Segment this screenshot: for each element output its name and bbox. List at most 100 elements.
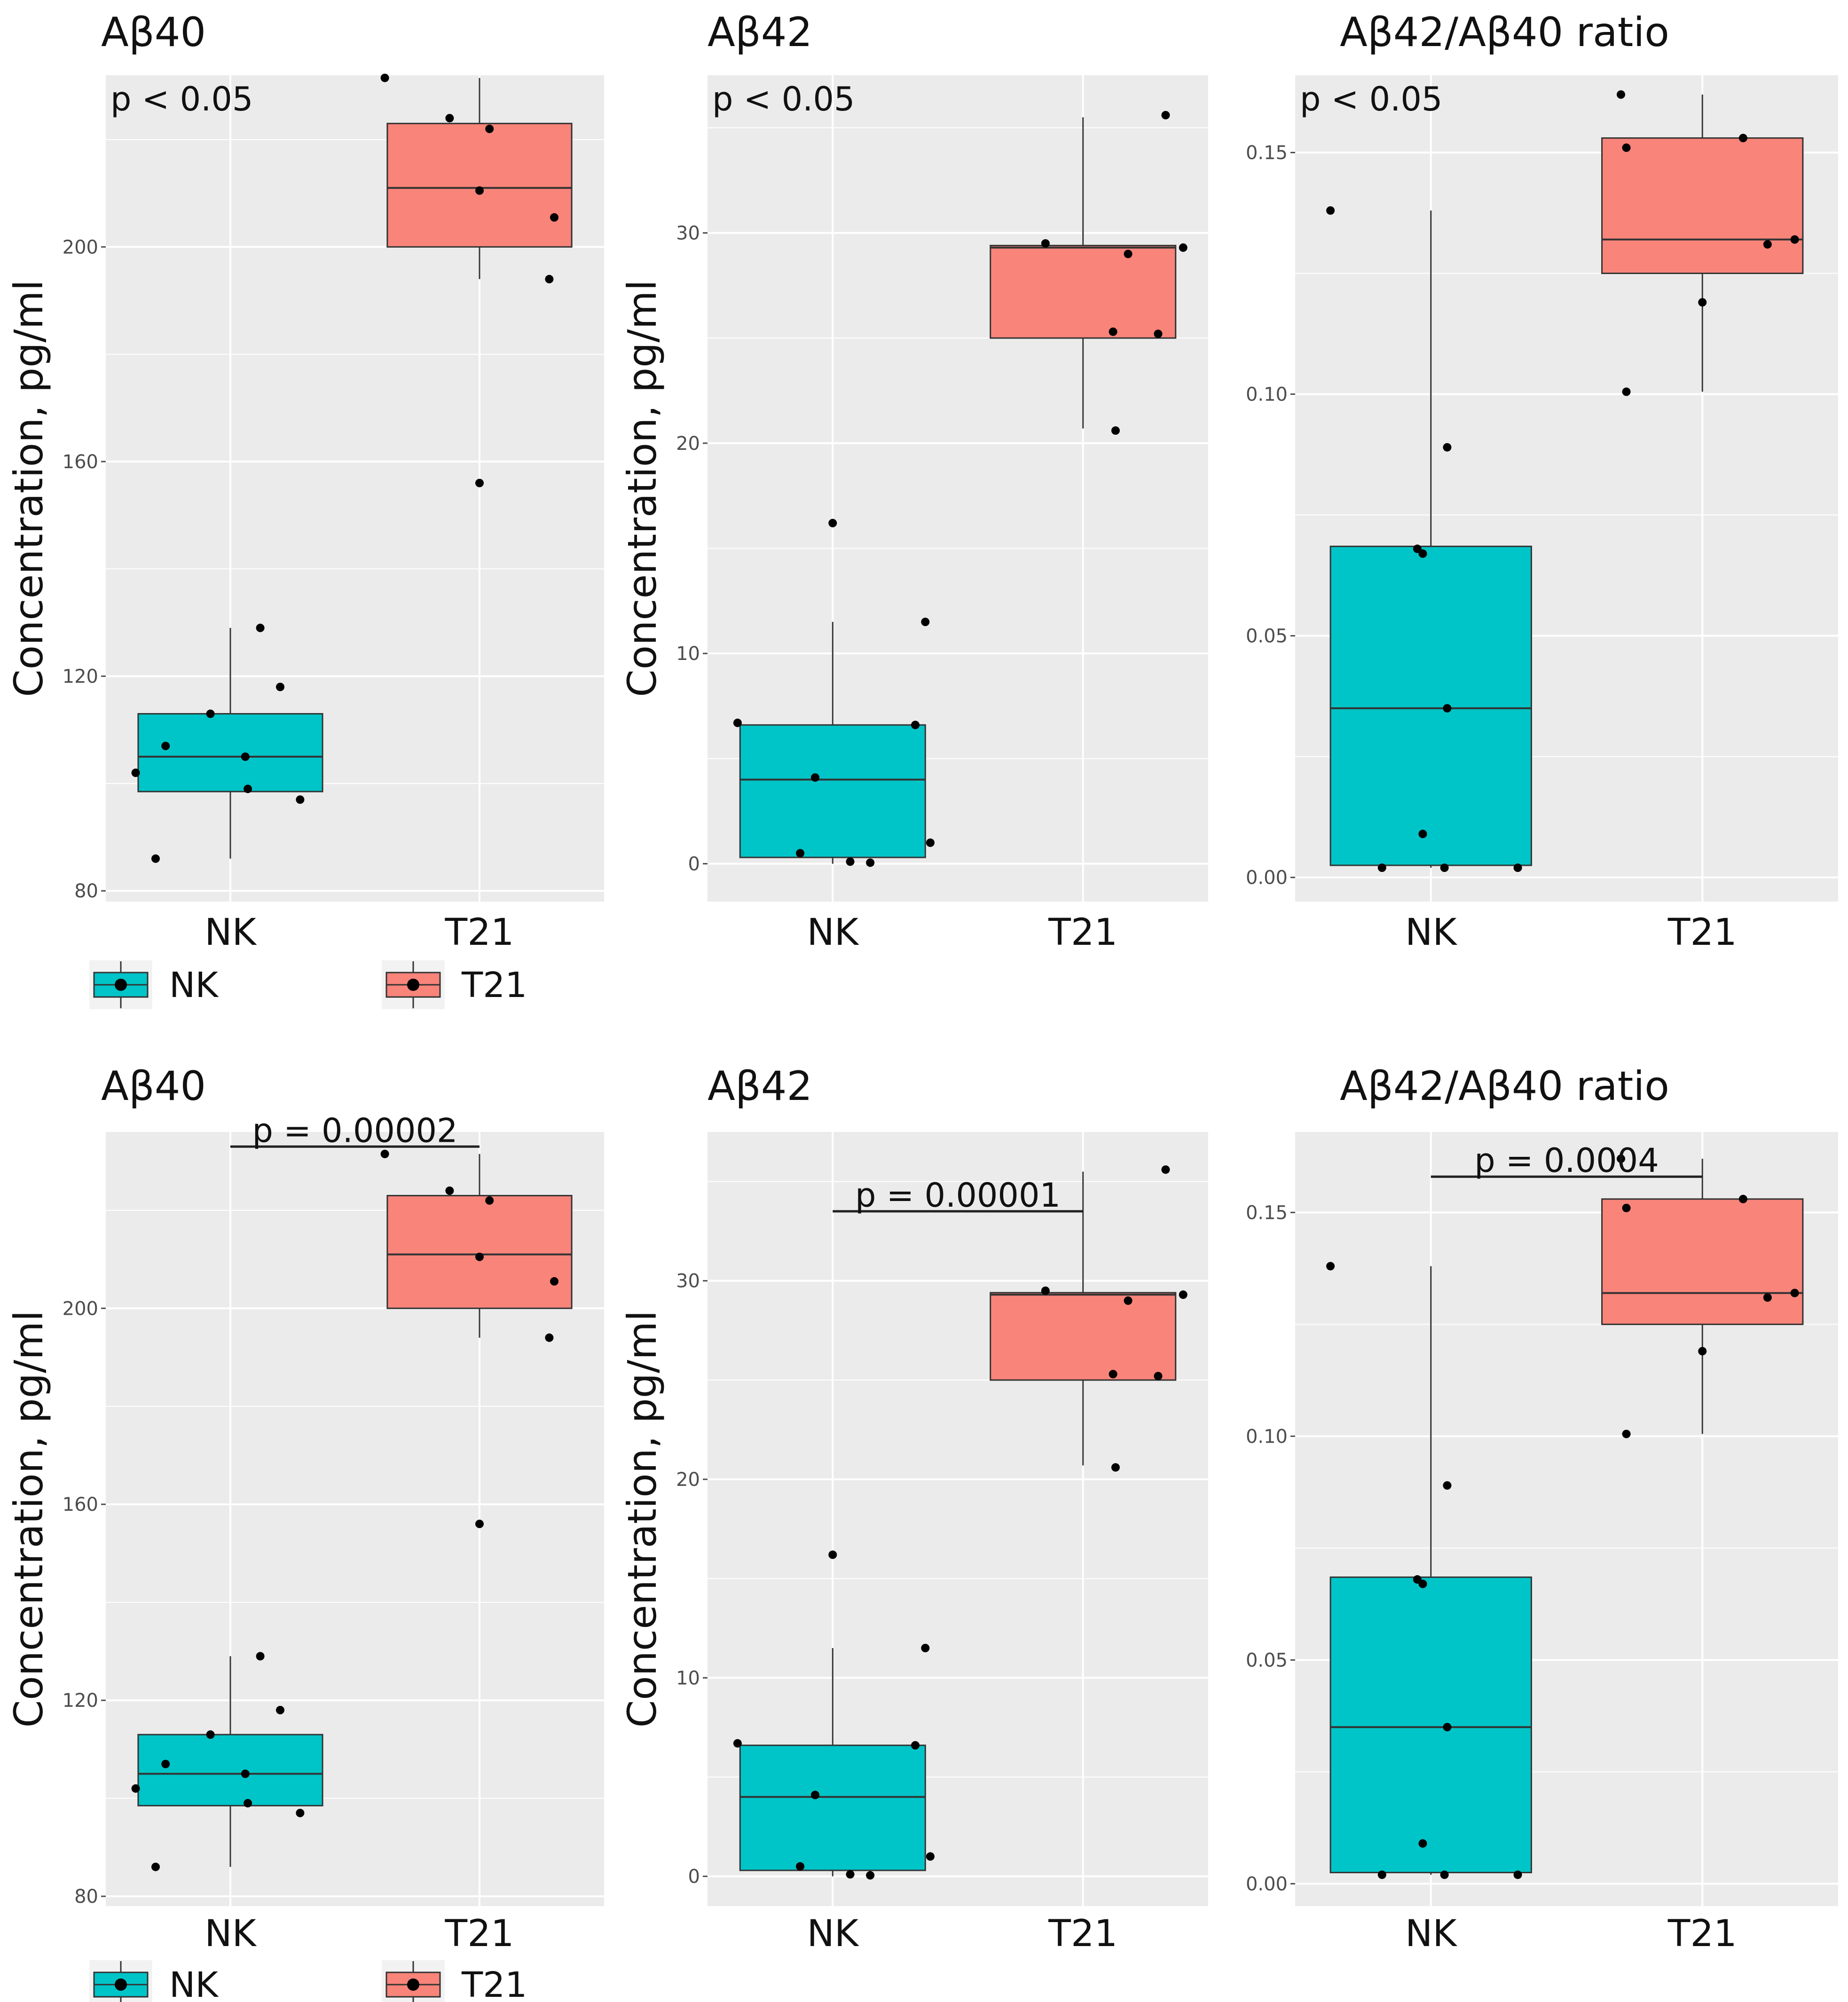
panel-title: Aβ42 [708,1063,812,1110]
data-point-NK [1418,1579,1427,1588]
data-point-NK [276,1706,284,1715]
data-point-T21 [1622,143,1631,152]
data-point-T21 [475,1252,484,1261]
legend-row-1: NK T21 [89,960,527,1009]
data-point-NK [206,709,215,718]
data-point-NK [846,857,855,866]
data-point-NK [796,1862,805,1871]
data-point-NK [131,769,140,777]
data-point-NK [921,1644,930,1652]
data-point-T21 [1041,239,1050,248]
data-point-NK [866,858,875,867]
y-tick-label: 120 [63,1690,98,1712]
data-point-T21 [1154,1372,1163,1381]
box-T21 [990,1292,1177,1381]
data-point-NK [911,721,920,730]
data-point-T21 [1154,330,1163,338]
data-point-NK [926,1852,935,1861]
data-point-T21 [1763,240,1772,249]
p-value-label: p < 0.05 [1300,80,1442,118]
y-axis-label: Concentration, pg/ml [6,280,52,697]
data-point-T21 [445,114,454,123]
y-tick-label: 0.05 [1246,1649,1288,1671]
box-T21 [386,123,573,248]
data-point-NK [161,1759,170,1768]
y-tick-label: 10 [676,643,700,665]
chart-panel-1: 80 120 160 200 p < 0.05 Aβ40 NK T21 Concentratio… [6,9,604,954]
legend-row-2: NK T21 [89,1960,527,2002]
y-tick-label: 160 [63,1494,98,1515]
x-tick-label-NK: NK [1405,1913,1457,1955]
legend-key-point [407,979,419,991]
data-point-T21 [1111,1463,1120,1472]
x-tick-label-T21: T21 [445,911,514,954]
data-point-NK [151,854,160,863]
data-point-T21 [1041,1286,1050,1295]
data-point-NK [161,741,170,750]
data-point-NK [151,1862,160,1871]
box-NK [137,1734,323,1806]
y-tick-label: 0 [688,853,700,875]
x-tick-label-NK: NK [807,1913,859,1955]
panel-title: Aβ42 [708,9,812,56]
data-point-T21 [1617,1154,1625,1163]
x-tick-label-T21: T21 [445,1913,514,1955]
data-point-NK [1413,544,1422,553]
y-axis-label: Concentration, pg/ml [619,280,665,697]
y-tick-label: 0.10 [1246,1426,1288,1447]
data-point-NK [828,518,837,527]
data-point-NK [1326,1262,1335,1271]
y-axis-label: Concentration, pg/ml [619,1311,665,1728]
data-point-NK [206,1730,215,1739]
data-point-T21 [550,213,558,222]
x-tick-label-T21: T21 [1667,911,1737,954]
panel-title: Aβ40 [101,1063,206,1110]
y-tick-label: 30 [676,1271,700,1292]
box-T21 [990,244,1177,339]
data-point-T21 [1179,243,1187,252]
y-tick-label: 0.05 [1246,626,1288,647]
data-point-NK [1377,1870,1386,1879]
data-point-T21 [1622,1429,1631,1438]
data-point-NK [1443,704,1452,713]
y-axis-label: Concentration, pg/ml [6,1311,52,1728]
data-point-T21 [1109,1370,1117,1379]
box-NK [137,713,323,793]
p-value-label: p = 0.0004 [1474,1141,1659,1180]
panel-title: Aβ42/Aβ40 ratio [1340,9,1669,56]
legend-label-NK: NK [169,965,219,1005]
y-tick-label: 20 [676,433,700,455]
chart-panel-3: 0.00 0.05 0.10 0.15 p < 0.05 Aβ42/Aβ40 ratio N… [1246,9,1838,954]
data-point-T21 [1763,1293,1772,1302]
y-tick-label: 80 [74,880,98,902]
data-point-NK [1326,206,1335,215]
data-point-T21 [1179,1290,1187,1299]
box-NK [1329,1576,1532,1874]
data-point-NK [828,1550,837,1559]
data-point-NK [241,1769,250,1778]
data-point-NK [1440,1870,1449,1879]
data-point-T21 [475,1519,484,1528]
data-point-NK [244,1799,252,1808]
data-point-T21 [445,1186,454,1195]
box-T21 [1601,1198,1804,1325]
data-point-T21 [545,275,554,283]
y-tick-label: 0.15 [1246,1202,1288,1224]
p-value-label: p < 0.05 [110,80,253,118]
data-point-T21 [485,125,494,133]
data-point-NK [256,623,265,632]
chart-panel-2: 0 10 20 30 p < 0.05 Aβ42 NK T21 Concentration, p… [619,9,1208,954]
chart-panel-6: 0.00 0.05 0.10 0.15 p = 0.0004 Aβ42/Aβ40 rati… [1246,1063,1838,1955]
data-point-NK [1443,1723,1452,1732]
box-NK [739,1744,926,1871]
data-point-T21 [1790,1288,1799,1297]
p-value-label: p = 0.00002 [252,1111,457,1150]
data-point-NK [866,1871,875,1880]
y-tick-label: 10 [676,1667,700,1689]
y-tick-label: 120 [63,666,98,688]
y-tick-label: 0 [688,1866,700,1888]
panel-title: Aβ42/Aβ40 ratio [1340,1063,1669,1110]
y-tick-label: 200 [63,236,98,258]
y-tick-label: 200 [63,1298,98,1319]
